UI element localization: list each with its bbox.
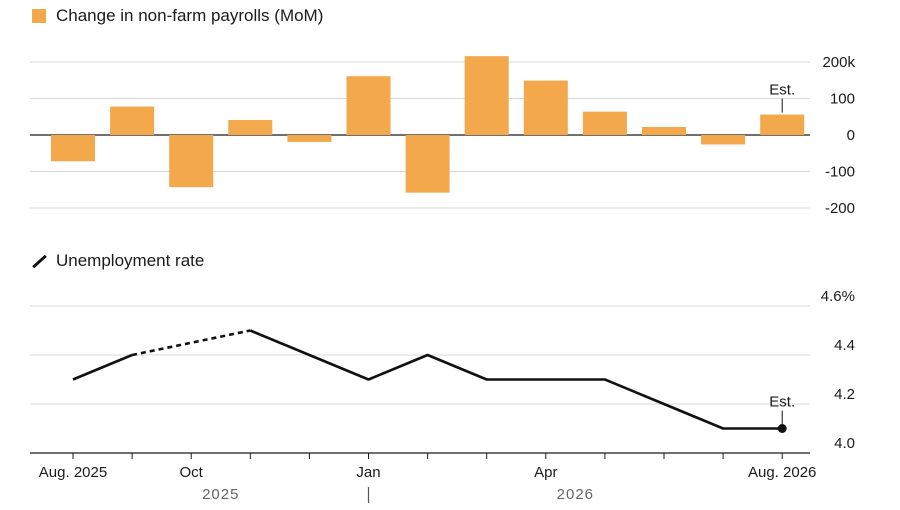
- payrolls-legend: Change in non-farm payrolls (MoM): [32, 6, 323, 26]
- unemployment-legend-label: Unemployment rate: [56, 251, 205, 270]
- unemployment-line-chart: 4.6% 4.4 4.2 4.0 Est. Aug. 2025 Oct Jan Apr Aug. …: [30, 288, 855, 503]
- payrolls-bar: [110, 106, 155, 135]
- payrolls-bar: [642, 126, 686, 135]
- payrolls-bar: [228, 120, 273, 135]
- unemployment-y-tick-label: 4.2: [834, 386, 855, 403]
- payrolls-bar: [346, 76, 391, 135]
- x-tick-label: Apr: [534, 464, 557, 481]
- payrolls-y-tick-label: 0: [847, 127, 855, 144]
- payrolls-legend-swatch: [32, 9, 46, 23]
- unemployment-y-tick-label: 4.0: [834, 435, 855, 452]
- payrolls-bar: [287, 135, 332, 142]
- payrolls-y-tick-label: 200k: [822, 54, 855, 71]
- x-tick-label: Oct: [180, 464, 204, 481]
- unemployment-series-line: [72, 353, 133, 381]
- payrolls-y-tick-label: -200: [825, 200, 855, 217]
- unemployment-last-point: [777, 424, 787, 433]
- payrolls-bar: [405, 135, 450, 193]
- payrolls-legend-label: Change in non-farm payrolls (MoM): [56, 6, 324, 25]
- payrolls-bar: [760, 114, 805, 135]
- payrolls-bar: [582, 111, 627, 135]
- x-year-label: 2025: [202, 486, 239, 503]
- payrolls-bar: [169, 135, 214, 188]
- unemployment-y-tick-label: 4.6%: [821, 288, 855, 305]
- payrolls-y-tick-label: 100: [830, 91, 855, 108]
- payrolls-y-tick-label: -100: [825, 164, 855, 181]
- unemployment-legend: Unemployment rate: [32, 251, 204, 271]
- x-year-label: 2026: [557, 486, 594, 503]
- x-tick-label: Jan: [356, 464, 380, 481]
- payrolls-bar: [51, 135, 95, 162]
- payrolls-bar-chart: 200k 100 0 -100 -200 Est.: [30, 54, 855, 217]
- unemployment-series-line: [249, 329, 783, 430]
- payrolls-bar: [701, 135, 746, 145]
- unemployment-y-tick-label: 4.4: [834, 337, 855, 354]
- unemployment-annotation: Est.: [769, 394, 795, 411]
- payrolls-annotation: Est.: [769, 82, 795, 99]
- x-tick-label: Aug. 2025: [39, 464, 107, 481]
- unemployment-series-dashed: [131, 329, 251, 357]
- x-tick-label: Aug. 2026: [748, 464, 816, 481]
- payrolls-bar: [464, 56, 509, 135]
- payrolls-bar: [523, 80, 568, 135]
